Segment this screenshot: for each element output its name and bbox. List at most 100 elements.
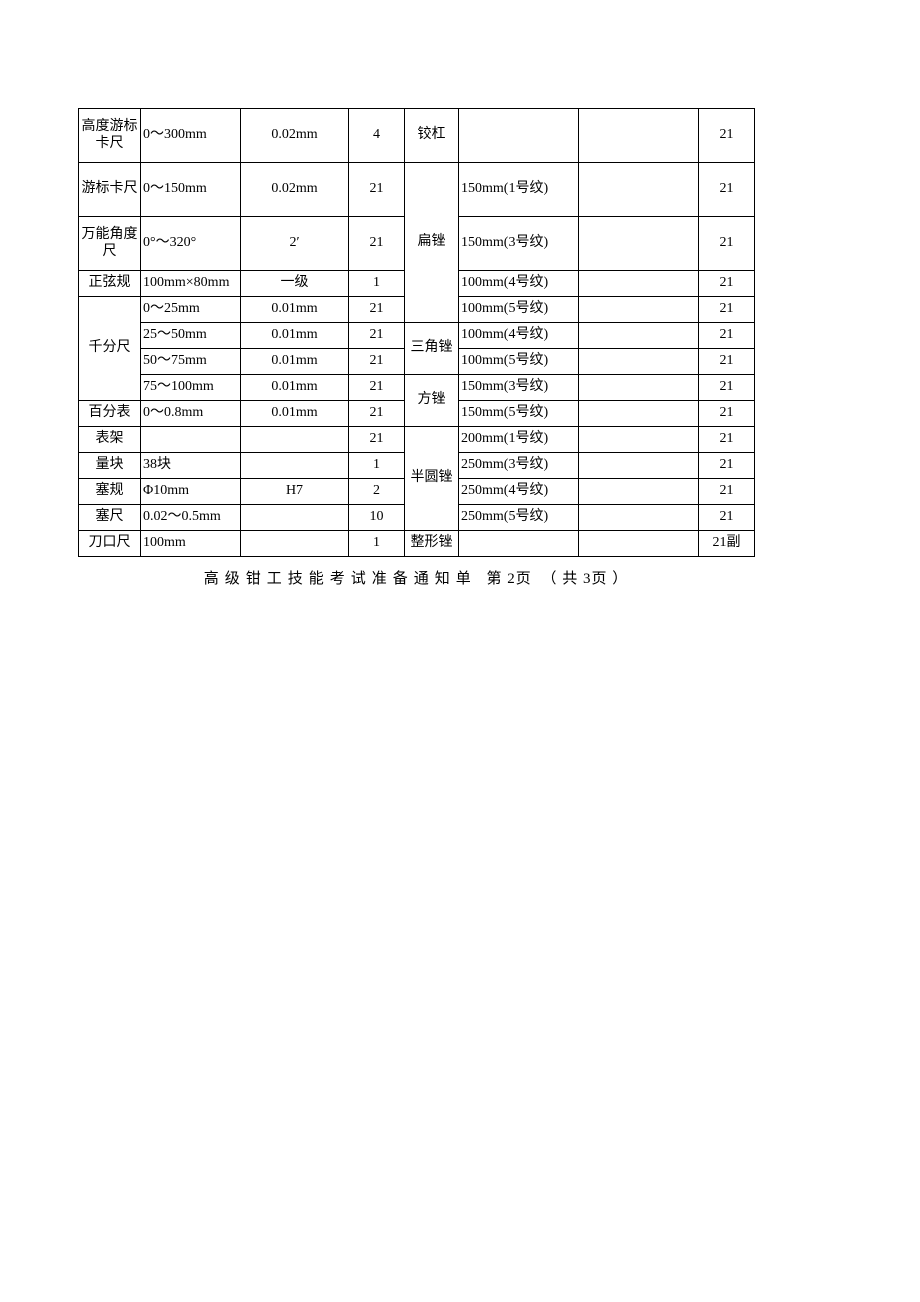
right-precision — [579, 427, 699, 453]
right-spec: 150mm(5号纹) — [459, 401, 579, 427]
left-qty: 21 — [349, 427, 405, 453]
right-precision — [579, 505, 699, 531]
left-precision: H7 — [241, 479, 349, 505]
right-precision — [579, 453, 699, 479]
left-item-name: 游标卡尺 — [79, 163, 141, 217]
right-precision — [579, 163, 699, 217]
left-qty: 21 — [349, 163, 405, 217]
right-precision — [579, 109, 699, 163]
right-spec: 100mm(5号纹) — [459, 349, 579, 375]
right-spec: 150mm(3号纹) — [459, 217, 579, 271]
right-item-name: 扁锉 — [405, 163, 459, 323]
left-spec: 100mm — [141, 531, 241, 557]
left-qty: 21 — [349, 297, 405, 323]
left-spec: 0～150mm — [141, 163, 241, 217]
right-spec: 250mm(4号纹) — [459, 479, 579, 505]
right-spec: 200mm(1号纹) — [459, 427, 579, 453]
right-qty: 21 — [699, 217, 755, 271]
right-qty: 21 — [699, 297, 755, 323]
right-qty: 21 — [699, 453, 755, 479]
left-precision: 2′ — [241, 217, 349, 271]
table-row: 25～50mm0.01mm21三角锉100mm(4号纹)21 — [79, 323, 755, 349]
right-qty: 21 — [699, 427, 755, 453]
left-spec: 0°～320° — [141, 217, 241, 271]
left-item-name: 高度游标卡尺 — [79, 109, 141, 163]
table-row: 高度游标卡尺0～300mm0.02mm4铰杠21 — [79, 109, 755, 163]
left-spec: 100mm×80mm — [141, 271, 241, 297]
right-qty: 21副 — [699, 531, 755, 557]
left-spec: 0～0.8mm — [141, 401, 241, 427]
right-qty: 21 — [699, 505, 755, 531]
right-spec: 150mm(3号纹) — [459, 375, 579, 401]
left-precision: 0.01mm — [241, 401, 349, 427]
right-qty: 21 — [699, 323, 755, 349]
footer-total: （ 共 3页 ） — [542, 571, 629, 587]
left-precision — [241, 453, 349, 479]
left-qty: 21 — [349, 349, 405, 375]
right-item-name: 三角锉 — [405, 323, 459, 375]
left-qty: 1 — [349, 531, 405, 557]
left-spec: 38块 — [141, 453, 241, 479]
page: 高度游标卡尺0～300mm0.02mm4铰杠21游标卡尺0～150mm0.02m… — [0, 0, 920, 1302]
table-row: 刀口尺100mm 1整形锉 21副 — [79, 531, 755, 557]
left-spec — [141, 427, 241, 453]
table-row: 游标卡尺0～150mm0.02mm21扁锉150mm(1号纹)21 — [79, 163, 755, 217]
left-precision: 0.02mm — [241, 163, 349, 217]
left-precision — [241, 505, 349, 531]
table-row: 75～100mm0.01mm21方锉150mm(3号纹)21 — [79, 375, 755, 401]
left-item-name: 百分表 — [79, 401, 141, 427]
right-spec: 250mm(3号纹) — [459, 453, 579, 479]
tools-table: 高度游标卡尺0～300mm0.02mm4铰杠21游标卡尺0～150mm0.02m… — [78, 108, 755, 557]
left-qty: 10 — [349, 505, 405, 531]
left-spec: Φ10mm — [141, 479, 241, 505]
right-precision — [579, 479, 699, 505]
left-spec: 25～50mm — [141, 323, 241, 349]
left-item-name: 刀口尺 — [79, 531, 141, 557]
left-spec: 75～100mm — [141, 375, 241, 401]
right-qty: 21 — [699, 375, 755, 401]
left-item-name: 表架 — [79, 427, 141, 453]
left-item-name: 量块 — [79, 453, 141, 479]
left-precision: 0.02mm — [241, 109, 349, 163]
left-qty: 21 — [349, 401, 405, 427]
right-spec: 100mm(5号纹) — [459, 297, 579, 323]
left-spec: 50～75mm — [141, 349, 241, 375]
left-qty: 2 — [349, 479, 405, 505]
right-spec — [459, 109, 579, 163]
left-qty: 1 — [349, 271, 405, 297]
left-item-name: 正弦规 — [79, 271, 141, 297]
left-qty: 1 — [349, 453, 405, 479]
left-qty: 21 — [349, 217, 405, 271]
right-qty: 21 — [699, 401, 755, 427]
left-precision: 0.01mm — [241, 375, 349, 401]
left-qty: 21 — [349, 323, 405, 349]
right-qty: 21 — [699, 109, 755, 163]
left-precision: 0.01mm — [241, 349, 349, 375]
right-item-name: 半圆锉 — [405, 427, 459, 531]
right-spec: 150mm(1号纹) — [459, 163, 579, 217]
right-item-name: 整形锉 — [405, 531, 459, 557]
right-spec — [459, 531, 579, 557]
right-qty: 21 — [699, 479, 755, 505]
right-spec: 250mm(5号纹) — [459, 505, 579, 531]
left-precision — [241, 427, 349, 453]
right-precision — [579, 297, 699, 323]
left-precision: 0.01mm — [241, 297, 349, 323]
left-item-name: 塞规 — [79, 479, 141, 505]
right-spec: 100mm(4号纹) — [459, 271, 579, 297]
right-qty: 21 — [699, 271, 755, 297]
left-item-name: 塞尺 — [79, 505, 141, 531]
left-spec: 0～25mm — [141, 297, 241, 323]
left-qty: 4 — [349, 109, 405, 163]
right-item-name: 方锉 — [405, 375, 459, 427]
right-qty: 21 — [699, 163, 755, 217]
right-qty: 21 — [699, 349, 755, 375]
page-footer: 高级钳工技能考试准备通知单 第 2页 （ 共 3页 ） — [78, 567, 754, 588]
right-precision — [579, 349, 699, 375]
right-precision — [579, 217, 699, 271]
right-precision — [579, 271, 699, 297]
table-body: 高度游标卡尺0～300mm0.02mm4铰杠21游标卡尺0～150mm0.02m… — [79, 109, 755, 557]
left-precision: 一级 — [241, 271, 349, 297]
right-precision — [579, 531, 699, 557]
left-precision: 0.01mm — [241, 323, 349, 349]
